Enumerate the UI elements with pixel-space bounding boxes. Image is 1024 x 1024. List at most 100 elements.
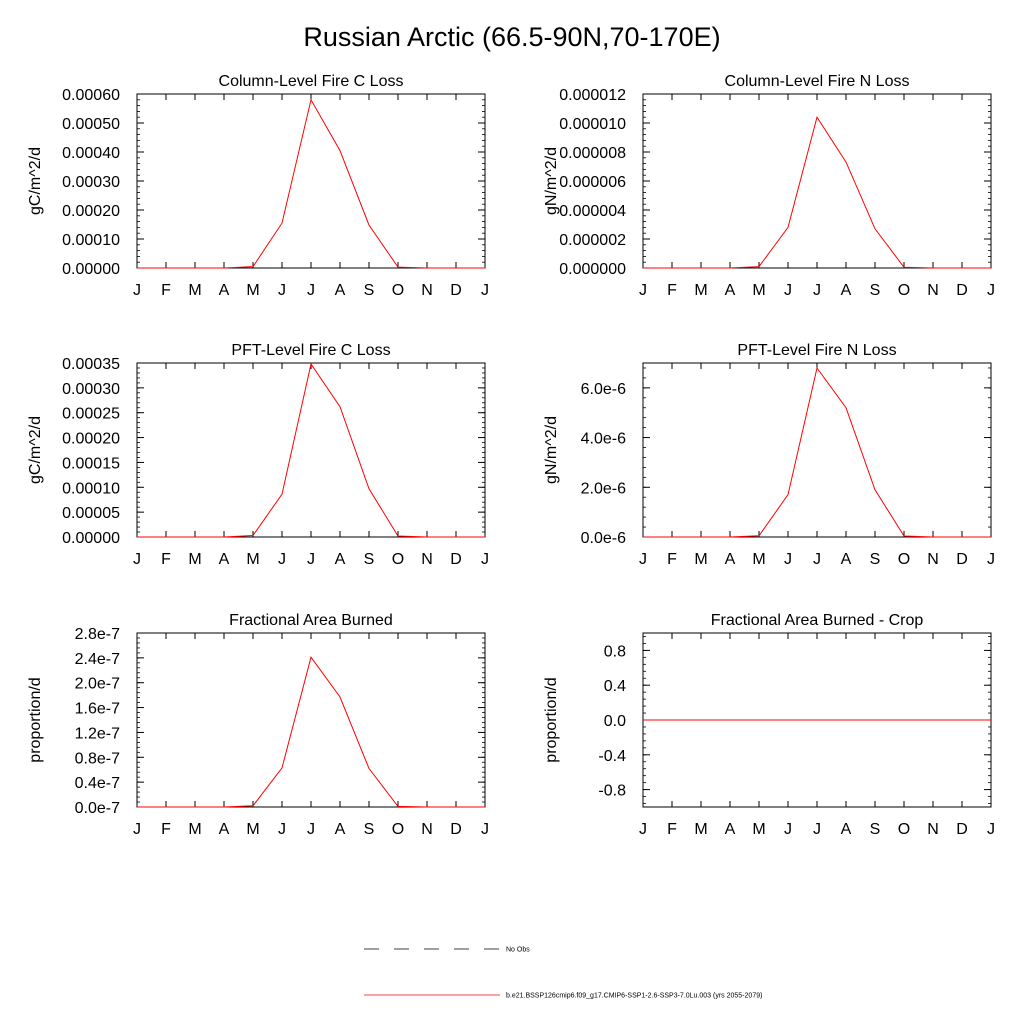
x-tick-label: M <box>694 282 707 299</box>
x-tick-label: N <box>927 821 939 838</box>
x-tick-label: M <box>188 551 201 568</box>
x-tick-label: J <box>639 551 647 568</box>
plot-frame <box>642 93 992 269</box>
x-tick-label: F <box>667 282 677 299</box>
x-tick-label: A <box>335 551 346 568</box>
x-tick-label: J <box>813 282 821 299</box>
x-tick-label: A <box>725 821 736 838</box>
x-tick-label: A <box>841 551 852 568</box>
x-tick-label: S <box>870 821 881 838</box>
x-tick-label: M <box>188 282 201 299</box>
series-line <box>643 115 991 269</box>
y-tick-label: 0.00060 <box>62 87 120 104</box>
x-tick-label: M <box>694 551 707 568</box>
y-axis-label: proportion/d <box>543 677 560 762</box>
y-tick-label: 0.0e-7 <box>75 800 120 817</box>
y-tick-label: 0.4 <box>604 678 626 695</box>
x-tick-label: D <box>956 282 968 299</box>
x-tick-label: A <box>219 551 230 568</box>
x-tick-label: A <box>219 282 230 299</box>
x-tick-label: J <box>987 282 995 299</box>
panel-title: Fractional Area Burned <box>229 612 393 629</box>
y-axis-label: gC/m^2/d <box>27 416 44 484</box>
x-tick-label: J <box>987 821 995 838</box>
x-tick-label: S <box>364 821 375 838</box>
y-axis-label: proportion/d <box>27 677 44 762</box>
y-tick-label: 4.0e-6 <box>581 431 626 448</box>
x-tick-label: A <box>725 282 736 299</box>
x-tick-label: F <box>667 821 677 838</box>
x-tick-label: D <box>956 551 968 568</box>
x-tick-label: J <box>639 282 647 299</box>
x-tick-label: O <box>392 551 404 568</box>
y-tick-label: 6.0e-6 <box>581 381 626 398</box>
x-tick-label: J <box>784 551 792 568</box>
x-tick-label: M <box>752 551 765 568</box>
x-tick-label: O <box>898 821 910 838</box>
y-tick-label: 0.00035 <box>62 356 120 373</box>
y-axis-label: gN/m^2/d <box>543 147 560 215</box>
legend-label: b.e21.BSSP126cmip6.f09_g17.CMIP6-SSP1-2.… <box>506 993 762 1000</box>
y-axis-label: gC/m^2/d <box>27 147 44 215</box>
y-tick-label: 0.8e-7 <box>75 750 120 767</box>
figure-title: Russian Arctic (66.5-90N,70-170E) <box>303 22 721 52</box>
y-tick-label: 1.2e-7 <box>75 725 120 742</box>
x-tick-label: J <box>481 821 489 838</box>
panel-title: PFT-Level Fire C Loss <box>231 342 390 359</box>
x-tick-label: D <box>450 282 462 299</box>
panel-title: Column-Level Fire C Loss <box>219 73 404 90</box>
x-tick-label: J <box>278 821 286 838</box>
series-line <box>643 366 991 538</box>
x-tick-label: J <box>481 282 489 299</box>
x-tick-label: J <box>639 821 647 838</box>
x-tick-label: F <box>161 282 171 299</box>
y-tick-label: 0.000012 <box>559 87 626 104</box>
x-tick-label: D <box>450 821 462 838</box>
x-tick-label: J <box>813 551 821 568</box>
y-tick-label: 0.00020 <box>62 203 120 220</box>
x-tick-label: F <box>667 551 677 568</box>
legend-label: No Obs <box>506 947 530 954</box>
y-tick-label: 0.000002 <box>559 232 626 249</box>
x-tick-label: J <box>133 282 141 299</box>
y-tick-label: 0.00030 <box>62 381 120 398</box>
y-tick-label: 2.0e-6 <box>581 480 626 497</box>
x-tick-label: M <box>752 821 765 838</box>
x-tick-label: A <box>335 821 346 838</box>
x-tick-label: J <box>784 282 792 299</box>
y-tick-label: 0.000000 <box>559 261 626 278</box>
x-tick-label: J <box>307 282 315 299</box>
x-tick-label: J <box>278 282 286 299</box>
x-tick-label: D <box>450 551 462 568</box>
x-tick-label: J <box>987 551 995 568</box>
x-tick-label: F <box>161 551 171 568</box>
x-tick-label: S <box>364 282 375 299</box>
y-tick-label: -0.8 <box>598 783 626 800</box>
plot-frame <box>642 362 992 538</box>
y-tick-label: 0.00040 <box>62 145 120 162</box>
x-tick-label: N <box>421 282 433 299</box>
x-tick-label: M <box>246 282 259 299</box>
x-tick-label: M <box>188 821 201 838</box>
plot-frame <box>136 362 486 538</box>
panel-title: Column-Level Fire N Loss <box>725 73 910 90</box>
series-line <box>137 656 485 808</box>
y-tick-label: 0.8 <box>604 643 626 660</box>
x-tick-label: J <box>278 551 286 568</box>
y-tick-label: 0.000006 <box>559 174 626 191</box>
x-tick-label: A <box>841 821 852 838</box>
y-tick-label: -0.4 <box>598 748 626 765</box>
x-tick-label: N <box>927 282 939 299</box>
x-tick-label: A <box>219 821 230 838</box>
x-tick-label: J <box>481 551 489 568</box>
x-tick-label: J <box>813 821 821 838</box>
y-tick-label: 2.0e-7 <box>75 676 120 693</box>
x-tick-label: J <box>307 821 315 838</box>
y-tick-label: 0.00030 <box>62 174 120 191</box>
x-tick-label: S <box>364 551 375 568</box>
series-line <box>137 362 485 538</box>
x-tick-label: M <box>246 551 259 568</box>
